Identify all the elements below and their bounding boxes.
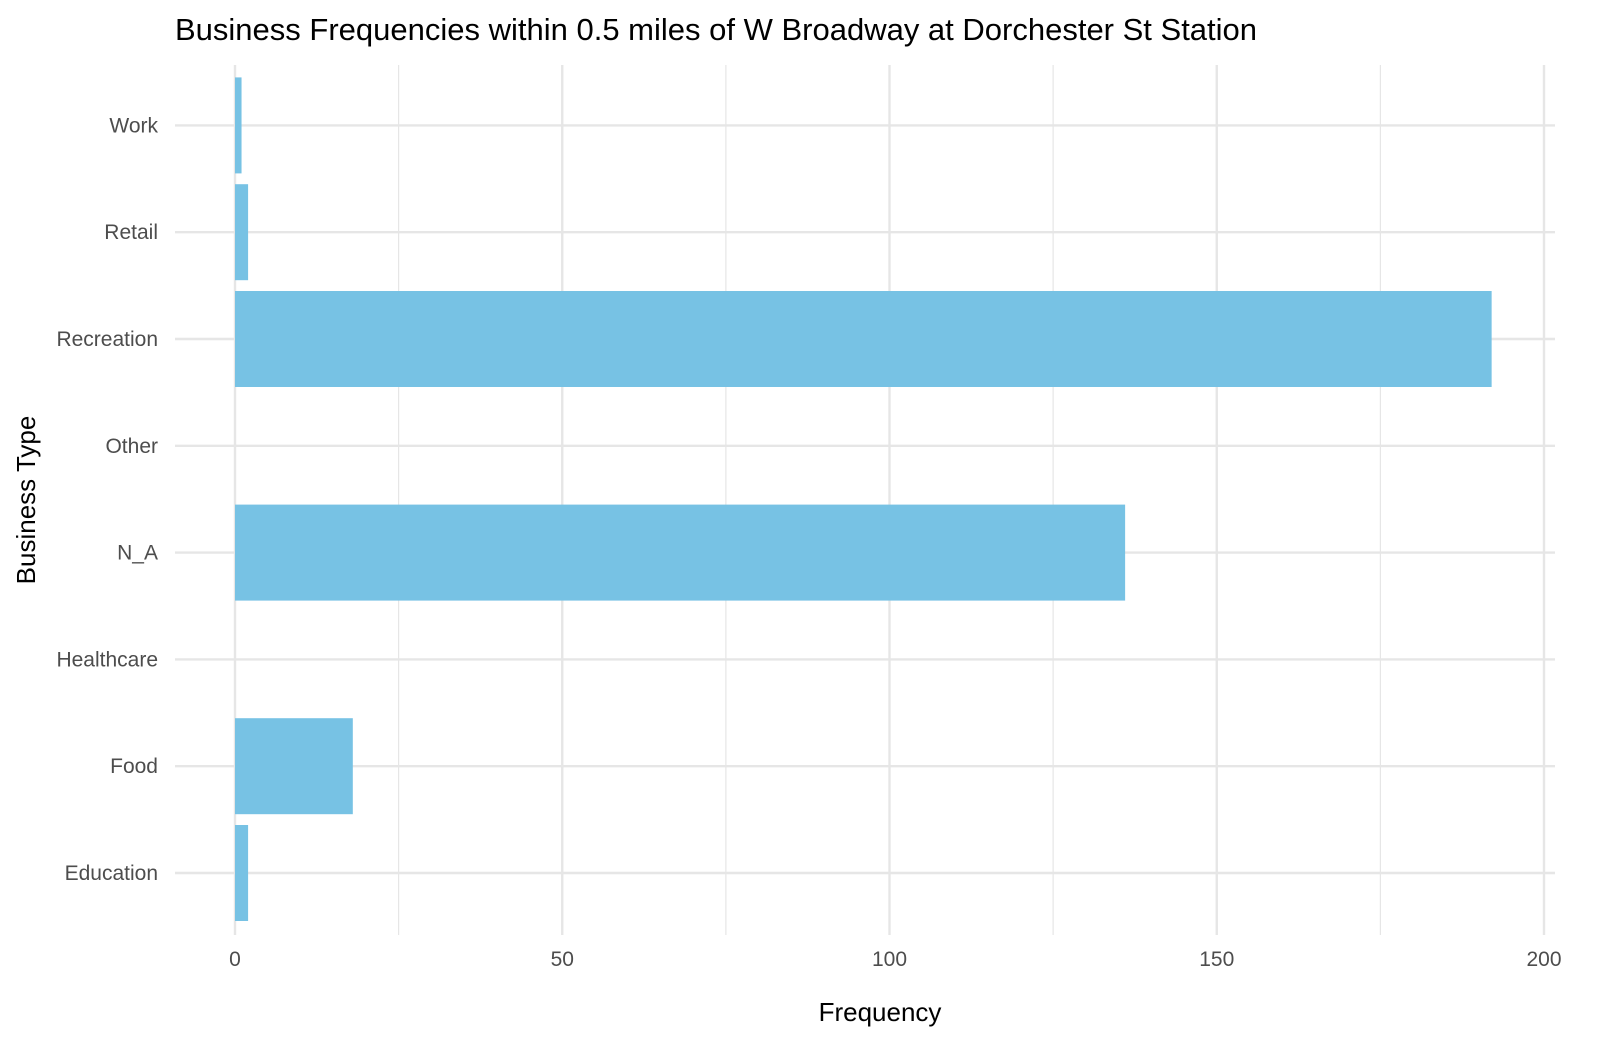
bar-recreation xyxy=(235,291,1492,387)
bar-education xyxy=(235,825,249,921)
x-tick-label: 0 xyxy=(229,948,241,971)
y-tick-label: Retail xyxy=(104,221,158,244)
x-tick-label: 100 xyxy=(872,948,907,971)
y-tick-label: Healthcare xyxy=(56,648,158,671)
grid-layer xyxy=(175,65,1555,935)
bar-n-a xyxy=(235,504,1126,601)
x-axis-title: Frequency xyxy=(819,997,942,1027)
bar-food xyxy=(235,718,353,815)
y-tick-label: Education xyxy=(65,862,158,885)
y-tick-label: Food xyxy=(110,755,158,778)
y-tick-label: Work xyxy=(109,114,158,137)
bar-work xyxy=(235,77,242,174)
x-tick-labels: 0 50 100 150 200 xyxy=(229,948,1561,971)
y-axis-title: Business Type xyxy=(11,416,41,585)
bar-layer xyxy=(235,77,1492,921)
y-tick-label: N_A xyxy=(117,542,158,565)
y-tick-label: Other xyxy=(105,435,158,458)
y-tick-labels: Education Food Healthcare N_A Other Recreatio… xyxy=(56,114,158,885)
x-tick-label: 150 xyxy=(1199,948,1234,971)
x-tick-label: 50 xyxy=(551,948,574,971)
x-tick-label: 200 xyxy=(1526,948,1561,971)
bar-retail xyxy=(235,184,249,281)
chart-title: Business Frequencies within 0.5 miles of… xyxy=(175,12,1257,47)
y-tick-label: Recreation xyxy=(56,328,158,351)
